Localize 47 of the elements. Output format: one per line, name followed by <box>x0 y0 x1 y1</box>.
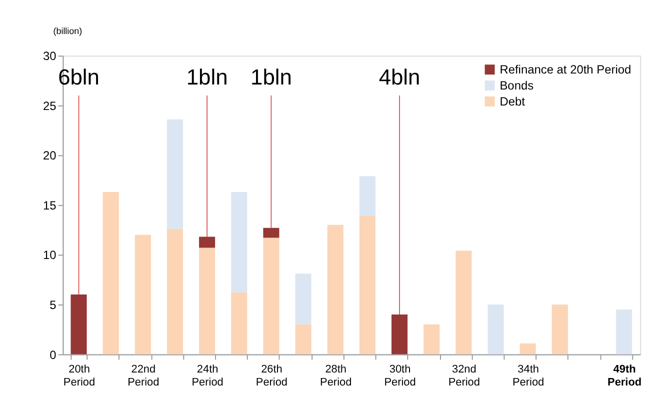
x-tick-label: 26th Period <box>256 364 288 389</box>
x-tick-label: 34th Period <box>512 364 544 389</box>
bar <box>166 119 183 229</box>
bar <box>70 294 87 354</box>
bar <box>520 343 536 354</box>
bar <box>552 304 568 354</box>
annotation: 4bln <box>378 64 420 90</box>
bar <box>327 224 344 354</box>
legend-label: Debt <box>500 94 526 108</box>
x-tick-label: 30th Period <box>384 364 416 389</box>
bar <box>199 248 216 354</box>
annotation: 1bln <box>186 64 228 90</box>
y-tick-label: 25 <box>42 98 57 113</box>
y-tick-label: 20 <box>42 148 57 163</box>
x-tick-label: 20th Period <box>63 364 96 389</box>
bar <box>359 176 376 216</box>
x-tick-label: 22nd Period <box>128 364 160 389</box>
bar <box>263 238 280 354</box>
bar <box>134 234 151 354</box>
annotation: 1bln <box>250 64 292 90</box>
y-axis-title: (billion) <box>53 26 82 36</box>
legend-label: Refinance at 20th Period <box>500 62 632 77</box>
y-tick-label: 0 <box>50 348 57 362</box>
bar <box>391 314 408 354</box>
bar <box>488 304 504 354</box>
bar <box>102 192 119 354</box>
bar <box>231 192 248 293</box>
bar <box>424 324 440 354</box>
x-tick-label: 32nd Period <box>448 364 480 389</box>
y-tick-label: 15 <box>42 198 57 212</box>
bar <box>166 228 183 354</box>
bar <box>456 250 472 354</box>
bar <box>616 309 632 354</box>
bar <box>295 274 312 324</box>
bar <box>295 324 312 354</box>
x-tick-label: 24th Period <box>192 364 224 389</box>
bar <box>231 292 248 354</box>
bar <box>199 236 216 248</box>
y-tick-label: 5 <box>50 298 57 312</box>
y-tick-label: 30 <box>42 49 57 64</box>
bar <box>359 216 376 354</box>
x-tick-label: 28th Period <box>320 364 352 389</box>
x-tick-label: 49th Period <box>608 364 642 389</box>
legend-label: Bonds <box>500 78 534 92</box>
annotation: 6bln <box>58 64 100 90</box>
bar <box>263 228 280 238</box>
y-tick-label: 10 <box>42 248 57 262</box>
